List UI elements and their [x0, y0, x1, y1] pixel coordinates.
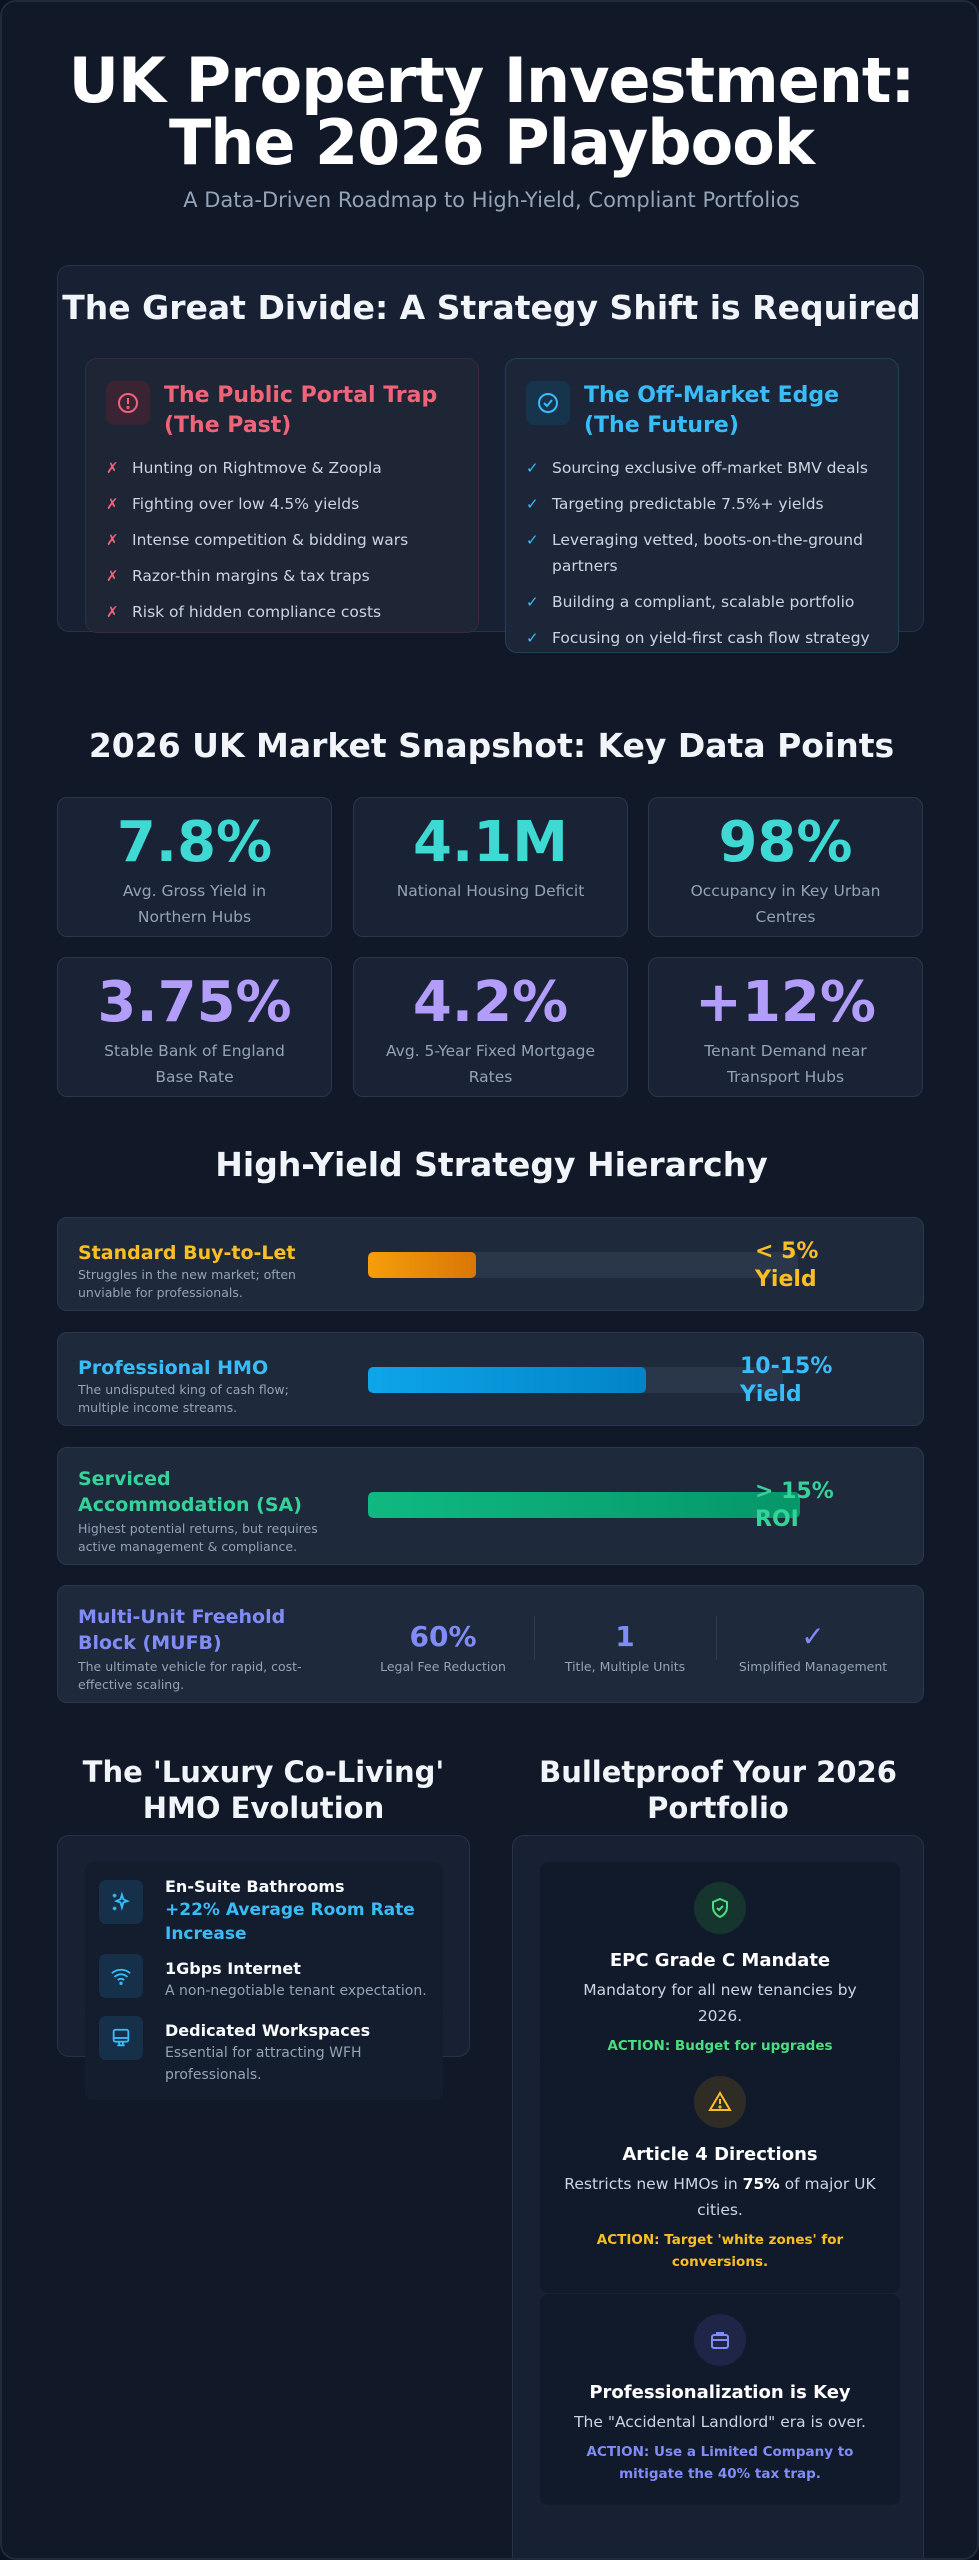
- stat-value: +12%: [695, 970, 876, 1035]
- strategy-row: Standard Buy-to-Let Struggles in the new …: [57, 1217, 924, 1311]
- past-list-item: ✗ Razor-thin margins & tax traps: [106, 563, 458, 589]
- mufb-title: Multi-Unit Freehold Block (MUFB): [78, 1606, 286, 1654]
- mufb-stat: ✓ Simplified Management: [738, 1620, 888, 1674]
- wifi-icon: [99, 1954, 143, 1998]
- mufb-row: Multi-Unit Freehold Block (MUFB) The ult…: [57, 1585, 924, 1703]
- page-subtitle: A Data-Driven Roadmap to High-Yield, Com…: [183, 188, 800, 212]
- yield-bar-fill: [368, 1367, 647, 1393]
- risk-article-4: Article 4 Directions Restricts new HMOs …: [540, 2056, 900, 2293]
- coliving-heading: The 'Luxury Co-Living' HMO Evolution: [82, 1755, 445, 1825]
- future-card: The Off-Market Edge (The Future) ✓ Sourci…: [505, 358, 899, 653]
- yield-bar: [368, 1367, 783, 1393]
- strategy-desc: The undisputed king of cash flow; multip…: [78, 1382, 289, 1415]
- coliving-card: En-Suite Bathrooms +22% Average Room Rat…: [57, 1835, 470, 2100]
- check-icon: ✓: [526, 629, 539, 647]
- stat-card: 7.8% Avg. Gross Yield in Northern Hubs: [57, 797, 332, 937]
- past-title: The Public Portal Trap (The Past): [164, 383, 438, 438]
- stat-value: 7.8%: [116, 810, 273, 875]
- stat-label: Stable Bank of England Base Rate: [104, 1042, 285, 1086]
- snapshot-heading: 2026 UK Market Snapshot: Key Data Points: [88, 726, 895, 765]
- stat-card: 4.2% Avg. 5-Year Fixed Mortgage Rates: [353, 957, 628, 1097]
- future-list-item: ✓ Targeting predictable 7.5%+ yields: [526, 491, 878, 517]
- strategy-title: Professional HMO: [78, 1357, 269, 1379]
- cross-icon: ✗: [106, 531, 119, 549]
- strategy-title: Serviced Accommodation (SA): [78, 1468, 302, 1516]
- stat-card: 98% Occupancy in Key Urban Centres: [648, 797, 923, 937]
- strategy-value: > 15% ROI: [755, 1479, 834, 1532]
- strategy-row: Professional HMO The undisputed king of c…: [57, 1332, 924, 1426]
- yield-bar-fill: [368, 1252, 476, 1278]
- monitor-icon: [99, 2016, 143, 2060]
- check-icon: ✓: [526, 531, 539, 549]
- stat-card: 3.75% Stable Bank of England Base Rate: [57, 957, 332, 1097]
- yield-bar: [368, 1492, 800, 1518]
- strategy-value: 10-15% Yield: [740, 1354, 833, 1407]
- check-icon: ✓: [526, 593, 539, 611]
- feature-internet: 1Gbps Internet A non-negotiable tenant e…: [85, 1944, 443, 2016]
- stat-value: 98%: [718, 810, 853, 875]
- check-circle-icon: [526, 381, 570, 425]
- great-divide-section: The Great Divide: A Strategy Shift is Re…: [57, 265, 924, 653]
- divider: [716, 1616, 717, 1660]
- stat-card: 4.1M National Housing Deficit: [353, 797, 628, 937]
- cross-icon: ✗: [106, 603, 119, 621]
- future-title: The Off-Market Edge (The Future): [584, 383, 840, 438]
- mufb-stat: 60% Legal Fee Reduction: [380, 1620, 506, 1674]
- risk-professionalization: Professionalization is Key The "Accident…: [540, 2294, 900, 2505]
- stat-label: Tenant Demand near Transport Hubs: [704, 1042, 867, 1086]
- shield-check-icon: [694, 1882, 746, 1934]
- yield-bar: [368, 1252, 798, 1278]
- stat-card: +12% Tenant Demand near Transport Hubs: [648, 957, 923, 1097]
- warning-icon: [694, 2076, 746, 2128]
- strategy-desc: Highest potential returns, but requires …: [78, 1521, 318, 1554]
- feature-en-suite: En-Suite Bathrooms +22% Average Room Rat…: [85, 1862, 443, 1960]
- stat-label: National Housing Deficit: [396, 882, 585, 900]
- page-title: UK Property Investment: The 2026 Playbook: [68, 44, 916, 179]
- stat-value: 3.75%: [97, 970, 292, 1035]
- future-list-item: ✓ Focusing on yield-first cash flow strat…: [526, 625, 878, 651]
- past-list-item: ✗ Risk of hidden compliance costs: [106, 599, 458, 625]
- stat-label: Avg. 5-Year Fixed Mortgage Rates: [385, 1042, 596, 1086]
- hierarchy-heading: High-Yield Strategy Hierarchy: [215, 1145, 768, 1184]
- divider: [534, 1616, 535, 1660]
- strategy-row: Serviced Accommodation (SA) Highest poten…: [57, 1447, 924, 1565]
- stat-value: 4.1M: [413, 810, 568, 875]
- check-icon: ✓: [526, 495, 539, 513]
- strategy-value: < 5% Yield: [755, 1239, 819, 1292]
- strategy-title: Standard Buy-to-Let: [78, 1242, 296, 1264]
- section-heading: The Great Divide: A Strategy Shift is Re…: [62, 288, 921, 327]
- past-list-item: ✗ Fighting over low 4.5% yields: [106, 491, 458, 517]
- alert-circle-icon: [106, 381, 150, 425]
- bulletproof-card: EPC Grade C Mandate Mandatory for all ne…: [512, 1835, 924, 2558]
- future-list-item: ✓ Sourcing exclusive off-market BMV deals: [526, 455, 878, 481]
- cross-icon: ✗: [106, 567, 119, 585]
- stat-label: Occupancy in Key Urban Centres: [690, 882, 881, 926]
- feature-workspaces: Dedicated Workspaces Essential for attra…: [85, 2006, 443, 2100]
- future-list-item: ✓ Building a compliant, scalable portfoli…: [526, 589, 878, 615]
- past-list-item: ✗ Hunting on Rightmove & Zoopla: [106, 455, 458, 481]
- stat-value: 4.2%: [412, 970, 569, 1035]
- future-list-item: ✓ Leveraging vetted, boots-on-the-ground …: [526, 527, 878, 579]
- cross-icon: ✗: [106, 495, 119, 513]
- check-icon: ✓: [526, 459, 539, 477]
- yield-bar-fill: [368, 1492, 800, 1518]
- cross-icon: ✗: [106, 459, 119, 477]
- mufb-desc: The ultimate vehicle for rapid, cost-eff…: [78, 1659, 302, 1692]
- stat-label: Avg. Gross Yield in Northern Hubs: [122, 882, 267, 926]
- sparkle-icon: [99, 1880, 143, 1924]
- past-list-item: ✗ Intense competition & bidding wars: [106, 527, 458, 553]
- bulletproof-heading: Bulletproof Your 2026 Portfolio: [539, 1755, 897, 1825]
- past-card: The Public Portal Trap (The Past) ✗ Hunti…: [85, 358, 479, 633]
- mufb-stat: 1 Title, Multiple Units: [564, 1620, 686, 1674]
- strategy-desc: Struggles in the new market; often unvia…: [78, 1267, 296, 1300]
- briefcase-icon: [694, 2314, 746, 2366]
